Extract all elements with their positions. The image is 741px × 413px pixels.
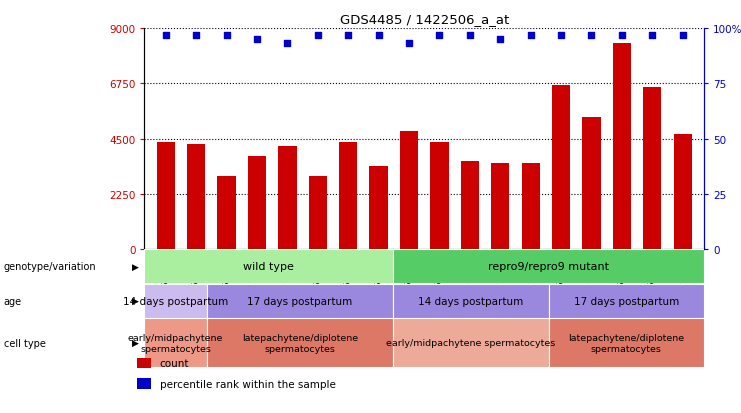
Bar <box>674 135 692 250</box>
Bar <box>552 85 570 250</box>
Bar <box>491 164 509 250</box>
Bar <box>217 176 236 250</box>
Bar <box>393 318 548 367</box>
Text: latepachytene/diplotene
spermatocytes: latepachytene/diplotene spermatocytes <box>568 333 684 353</box>
Point <box>160 32 172 39</box>
Text: cell type: cell type <box>4 338 46 348</box>
Bar <box>613 44 631 250</box>
Text: 14 days postpartum: 14 days postpartum <box>418 296 523 306</box>
Bar <box>393 284 548 318</box>
Bar <box>137 378 151 389</box>
Point <box>646 32 658 39</box>
Point <box>525 32 536 39</box>
Text: early/midpachytene spermatocytes: early/midpachytene spermatocytes <box>386 338 556 347</box>
Bar <box>339 142 357 250</box>
Text: 17 days postpartum: 17 days postpartum <box>247 296 353 306</box>
Point <box>342 32 354 39</box>
Text: genotype/variation: genotype/variation <box>4 262 96 272</box>
Bar <box>393 250 704 284</box>
Point <box>190 32 202 39</box>
Point <box>433 32 445 39</box>
Bar <box>309 177 327 250</box>
Bar <box>144 250 393 284</box>
Bar <box>207 284 393 318</box>
Bar <box>582 117 600 250</box>
Bar <box>431 143 448 250</box>
Point <box>373 32 385 39</box>
Point <box>677 32 688 39</box>
Text: 17 days postpartum: 17 days postpartum <box>574 296 679 306</box>
Bar <box>643 88 662 250</box>
Bar <box>279 147 296 250</box>
Point <box>221 32 233 39</box>
Bar <box>548 318 704 367</box>
Text: ▶: ▶ <box>132 297 139 306</box>
Bar <box>156 143 175 250</box>
Bar <box>248 157 266 250</box>
Bar <box>400 132 418 250</box>
Bar <box>187 145 205 250</box>
Point <box>403 41 415 47</box>
Bar <box>207 318 393 367</box>
Point <box>555 32 567 39</box>
Title: GDS4485 / 1422506_a_at: GDS4485 / 1422506_a_at <box>339 13 509 26</box>
Point <box>251 37 263 43</box>
Bar <box>144 284 207 318</box>
Text: latepachytene/diplotene
spermatocytes: latepachytene/diplotene spermatocytes <box>242 333 358 353</box>
Text: repro9/repro9 mutant: repro9/repro9 mutant <box>488 262 609 272</box>
Text: early/midpachytene
spermatocytes: early/midpachytene spermatocytes <box>128 333 223 353</box>
Text: ▶: ▶ <box>132 262 139 271</box>
Text: count: count <box>159 358 189 368</box>
Point <box>464 32 476 39</box>
Point <box>282 41 293 47</box>
Point <box>312 32 324 39</box>
Text: percentile rank within the sample: percentile rank within the sample <box>159 379 336 389</box>
Bar <box>137 358 151 368</box>
Text: wild type: wild type <box>243 262 294 272</box>
Bar <box>548 284 704 318</box>
Bar <box>370 166 388 250</box>
Point <box>494 37 506 43</box>
Point <box>616 32 628 39</box>
Bar <box>522 164 539 250</box>
Point <box>585 32 597 39</box>
Text: 14 days postpartum: 14 days postpartum <box>123 296 228 306</box>
Bar <box>461 161 479 250</box>
Text: ▶: ▶ <box>132 338 139 347</box>
Text: age: age <box>4 296 21 306</box>
Bar <box>144 318 207 367</box>
